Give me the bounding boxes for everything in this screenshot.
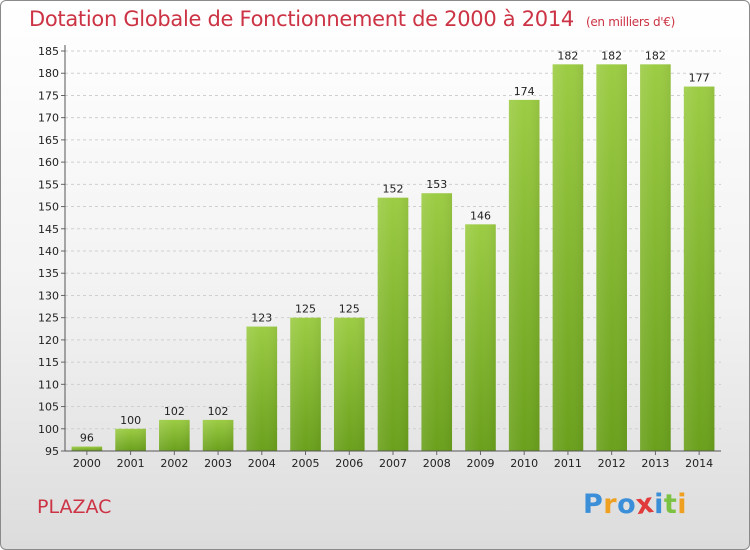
x-tick-label: 2010 — [510, 457, 538, 470]
x-tick-label: 2001 — [117, 457, 145, 470]
y-axis: 95 100 105 110 115 120 125 130 135 140 145 150 155 16… — [38, 45, 66, 458]
x-tick-label: 2003 — [204, 457, 232, 470]
y-tick-label: 110 — [38, 378, 59, 391]
bar-value-label: 102 — [208, 405, 229, 418]
bar-shine — [508, 99, 540, 451]
y-tick-label: 135 — [38, 267, 59, 280]
bar-shine — [115, 428, 146, 451]
x-tick-label: 2013 — [641, 457, 669, 470]
bar-value-label: 102 — [164, 405, 185, 418]
bar-value-label: 125 — [295, 303, 316, 316]
y-tick-label: 170 — [38, 112, 59, 125]
logo-letter: i — [677, 489, 688, 520]
x-tick-label: 2008 — [423, 457, 451, 470]
bar-shine — [683, 86, 715, 452]
bar-shine — [202, 419, 234, 451]
x-tick-label: 2005 — [292, 457, 320, 470]
logo-letter: P — [583, 489, 604, 520]
bar-shine — [640, 64, 671, 452]
bar-shine — [377, 197, 409, 451]
y-tick-label: 120 — [38, 334, 59, 347]
y-tick-label: 125 — [38, 312, 59, 325]
bar-shine — [246, 326, 278, 451]
bar-value-label: 123 — [251, 312, 272, 325]
x-tick-label: 2009 — [466, 457, 494, 470]
y-tick-label: 115 — [38, 356, 59, 369]
y-tick-label: 185 — [38, 45, 59, 58]
chart-title-text: Dotation Globale de Fonctionnement de 20… — [29, 7, 574, 31]
y-tick-label: 130 — [38, 289, 59, 302]
y-tick-label: 145 — [38, 223, 59, 236]
x-tick-label: 2011 — [554, 457, 582, 470]
commune-name: PLAZAC — [37, 496, 112, 518]
bar-value-label: 146 — [470, 209, 491, 222]
y-tick-label: 150 — [38, 201, 59, 214]
bar-value-label: 182 — [645, 49, 666, 62]
bar-value-label: 152 — [383, 183, 404, 196]
proxiti-logo: Proxiti — [583, 487, 688, 522]
y-tick-label: 165 — [38, 134, 59, 147]
bar-shine — [596, 64, 627, 452]
x-tick-label: 2004 — [248, 457, 276, 470]
logo-letter: o — [617, 489, 637, 520]
bar-value-label: 174 — [514, 85, 535, 98]
x-tick-label: 2006 — [335, 457, 363, 470]
bar-value-label: 100 — [120, 414, 141, 427]
y-tick-label: 155 — [38, 178, 59, 191]
chart-title: Dotation Globale de Fonctionnement de 20… — [29, 7, 675, 31]
y-tick-label: 175 — [38, 89, 59, 102]
x-tick-label: 2007 — [379, 457, 407, 470]
x-tick-label: 2012 — [598, 457, 626, 470]
bar-value-label: 177 — [689, 72, 710, 85]
x-tick-label: 2000 — [73, 457, 101, 470]
bar-shine — [465, 224, 496, 451]
bars: 96 100 102 102 123 125 125 152 153 146 174 182 182 18… — [71, 49, 715, 452]
y-tick-label: 160 — [38, 156, 59, 169]
bar-shine — [552, 64, 584, 452]
x-tick-label: 2002 — [160, 457, 188, 470]
y-tick-label: 180 — [38, 67, 59, 80]
logo-letter: r — [603, 489, 618, 520]
x-tick-label: 2014 — [685, 457, 713, 470]
bar-shine — [290, 317, 321, 451]
bar-shine — [333, 317, 365, 451]
bar-shine — [421, 193, 453, 451]
bar-shine — [159, 419, 190, 451]
y-tick-label: 100 — [38, 423, 59, 436]
x-axis: 2000 2001 2002 2003 2004 2005 2006 2007 2008 2009… — [65, 450, 721, 470]
bar-value-label: 182 — [557, 49, 578, 62]
chart-subtitle: (en milliers d'€) — [585, 15, 675, 29]
bar-value-label: 153 — [426, 178, 447, 191]
logo-letter: i — [654, 489, 664, 520]
y-tick-label: 105 — [38, 401, 59, 414]
bar-value-label: 125 — [339, 303, 360, 316]
bar-value-label: 96 — [80, 432, 94, 445]
bar-shine — [71, 446, 103, 451]
logo-letter: x — [634, 487, 657, 522]
y-tick-label: 140 — [38, 245, 59, 258]
bar-value-label: 182 — [601, 49, 622, 62]
logo-letter: t — [663, 489, 678, 520]
y-tick-label: 95 — [45, 445, 59, 458]
